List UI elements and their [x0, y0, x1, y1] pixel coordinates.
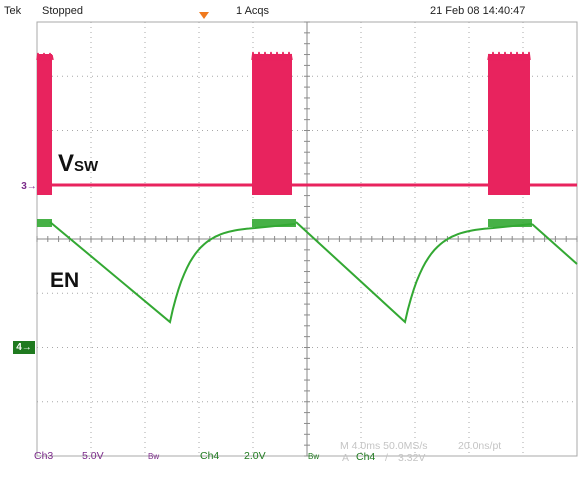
trigger-prefix: A [342, 452, 350, 464]
trigger-slope-icon: / [385, 452, 388, 464]
vsw-burst [488, 54, 530, 195]
vsw-burst-edge [487, 51, 531, 61]
trigger-position-icon[interactable] [199, 12, 209, 19]
en-waveform [37, 219, 578, 324]
vsw-burst [37, 54, 52, 195]
en-plateau [37, 219, 52, 227]
en-cycle [295, 221, 533, 324]
vsw-burst-edge [36, 52, 54, 63]
status-bar: Tek Stopped 1 Acqs 21 Feb 08 14:40:47 [0, 0, 578, 22]
timestamp: 21 Feb 08 14:40:47 [430, 5, 526, 17]
en-plateau [252, 219, 296, 227]
resolution-readout: 20.0ns/pt [458, 440, 502, 452]
vsw-burst-edge [251, 51, 293, 61]
vsw-burst [252, 54, 292, 195]
en-cycle [49, 221, 296, 324]
ch3-name: Ch3 [34, 450, 54, 462]
en-label: EN [50, 269, 80, 292]
run-state: Stopped [42, 5, 83, 17]
ch4-scale: 2.0V [244, 450, 266, 462]
graticule [36, 21, 578, 457]
ch4-bandwidth: Bw [308, 452, 320, 461]
vsw-waveform [36, 51, 577, 195]
timebase-readout: M 4.0ms 50.0MS/s [340, 440, 428, 452]
en-cycle [531, 223, 578, 265]
ch3-ground-marker[interactable]: 3→ [21, 181, 37, 192]
vsw-label: VSW [58, 150, 99, 177]
ch3-scale: 5.0V [82, 450, 104, 462]
ch4-name: Ch4 [200, 450, 220, 462]
ch4-ground-marker[interactable]: 4→ [13, 341, 35, 354]
readout-bar: Ch3 5.0V Bw Ch4 2.0V Bw M 4.0ms 50.0MS/s… [0, 440, 578, 487]
brand-label: Tek [4, 5, 22, 17]
trigger-source: Ch4 [356, 451, 376, 463]
en-plateau [488, 219, 532, 227]
trigger-level: 3.32V [398, 452, 426, 464]
ch3-bandwidth: Bw [148, 452, 160, 461]
acquisition-count: 1 Acqs [236, 5, 270, 17]
